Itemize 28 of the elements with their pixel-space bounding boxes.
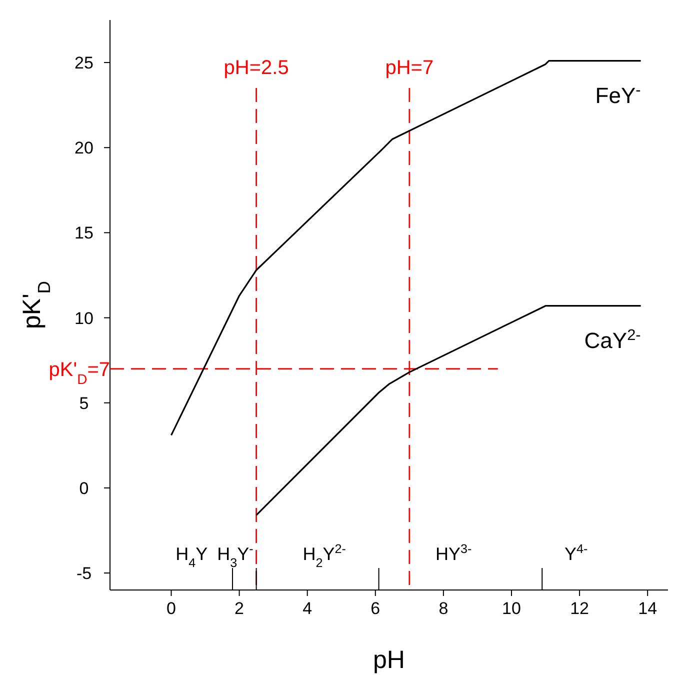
y-tick-label: 5	[79, 394, 89, 413]
x-tick-label: 0	[166, 599, 176, 618]
annotation: HY$^{3-}$	[436, 542, 472, 564]
series-label: CaY$^{2-}$	[584, 326, 641, 353]
annotation: H$_{4}$Y	[176, 544, 208, 570]
x-tick-label: 14	[638, 599, 658, 618]
line-series	[256, 305, 642, 516]
y-tick-label: 25	[74, 54, 94, 73]
y-tick-label: 0	[79, 478, 89, 498]
y-tick-label: 20	[74, 138, 94, 158]
x-tick-label: 6	[370, 599, 380, 618]
line-series	[170, 60, 642, 436]
series-label: FeY$^{-}$	[595, 81, 641, 108]
x-tick-label: 8	[438, 599, 448, 618]
y-tick-label: -5	[76, 564, 92, 583]
x-tick-label: 12	[570, 599, 589, 618]
y-tick-label: 15	[74, 224, 94, 243]
ref-line-label: pK'$_{D}$=7	[48, 358, 110, 387]
annotation: Y$^{4-}$	[564, 542, 588, 564]
ref-line-label: pH=7	[385, 57, 434, 80]
x-axis-title: pH	[373, 646, 405, 674]
x-tick-label: 2	[234, 599, 244, 618]
annotation: H$_{2}$Y$^{2-}$	[302, 542, 346, 570]
y-tick-label: 10	[74, 308, 94, 328]
x-tick-label: 4	[302, 599, 312, 618]
annotation: H$_{3}$Y$^{-}$	[217, 542, 254, 570]
ref-line-label: pH=2.5	[224, 57, 289, 80]
x-tick-label: 10	[502, 599, 521, 618]
